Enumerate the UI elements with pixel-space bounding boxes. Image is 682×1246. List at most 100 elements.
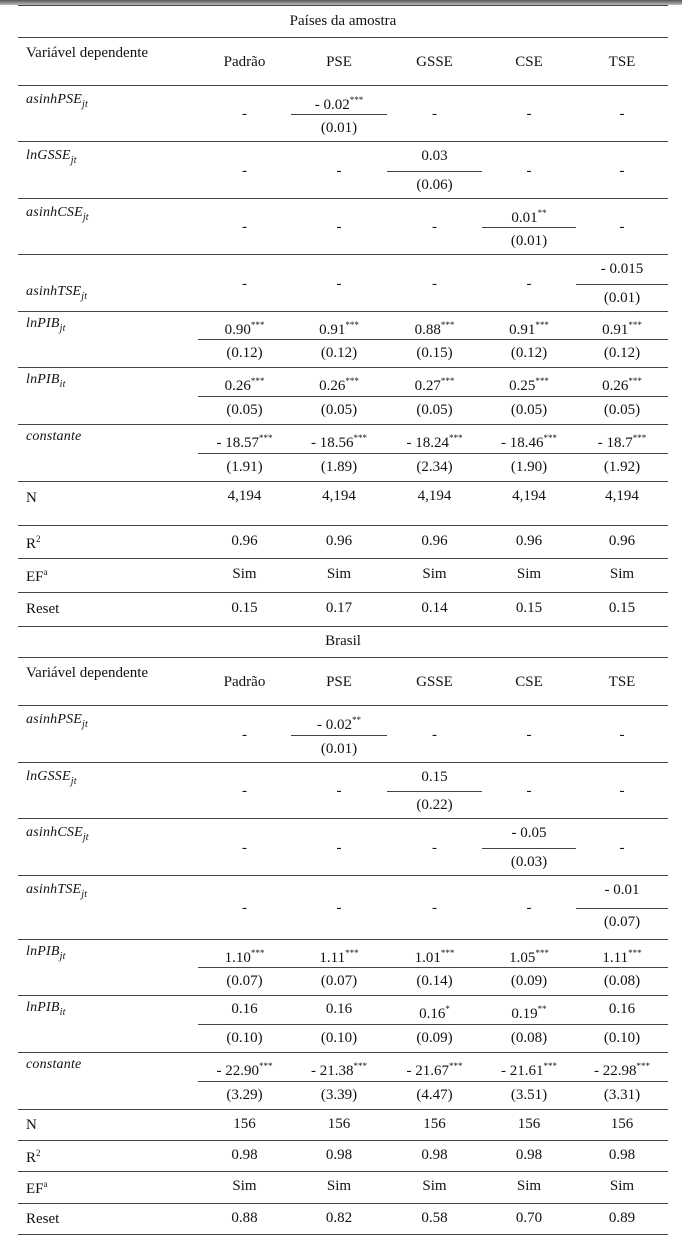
statistic-value: Sim xyxy=(291,1174,387,1198)
statistic-value: Sim xyxy=(291,562,387,586)
standard-error-value: (0.14) xyxy=(416,973,453,989)
standard-error: (0.14) xyxy=(387,969,482,993)
empty-dash-value: - xyxy=(432,219,437,235)
empty-dash-value: - xyxy=(526,900,532,916)
statistic-name: N xyxy=(26,1116,37,1133)
standard-error: (0.12) xyxy=(198,341,291,365)
variable-name: asinhPSE xyxy=(26,712,83,727)
significance-stars: *** xyxy=(349,95,364,105)
significance-stars: *** xyxy=(345,376,359,386)
standard-error: (0.07) xyxy=(198,969,291,993)
variable-name: lnGSSE xyxy=(26,148,71,163)
variable-label: lnGSSEjt xyxy=(26,148,77,166)
statistic-value-value: 4,194 xyxy=(605,488,639,504)
coefficient-divider xyxy=(576,908,668,909)
significance-stars: *** xyxy=(449,433,463,443)
empty-dash-value: - xyxy=(619,839,625,856)
statistic-value-value: 0.15 xyxy=(515,600,543,616)
empty-dash: - xyxy=(387,102,482,126)
standard-error: (0.15) xyxy=(387,341,482,365)
coefficient: 1.05*** xyxy=(482,941,576,966)
coefficient-row: lnPIBit 0.16 (0.10) 0.16 (0.10) 0.16* (0.09) 0.… xyxy=(18,996,668,1053)
variable-subscript: jt xyxy=(82,98,89,110)
empty-dash-value: - xyxy=(242,219,247,235)
statistic-row: R2 0.98 0.98 0.98 0.98 0.98 xyxy=(18,1141,668,1172)
empty-dash-value: - xyxy=(432,839,437,856)
variable-label: lnPIBit xyxy=(26,1000,66,1018)
coefficient: 0.90*** xyxy=(198,313,291,338)
statistic-name: R xyxy=(26,535,37,552)
coefficient-value: - 22.98 xyxy=(594,1063,637,1079)
panel-title: Brasil xyxy=(325,633,361,649)
standard-error-value: (1.91) xyxy=(226,458,263,475)
standard-error-value: (0.10) xyxy=(603,1029,641,1046)
column-header-value: GSSE xyxy=(416,54,453,70)
statistic-value-value: 4,194 xyxy=(322,488,356,504)
statistic-value: Sim xyxy=(387,1174,482,1198)
standard-error: (0.09) xyxy=(482,969,576,993)
empty-dash-value: - xyxy=(526,106,532,122)
empty-dash: - xyxy=(291,896,387,920)
significance-stars: * xyxy=(445,1004,450,1014)
empty-dash: - xyxy=(576,159,668,183)
coefficient: 0.03 xyxy=(387,144,482,168)
statistic-value: 0.96 xyxy=(387,529,482,553)
coefficient-row: lnPIBjt 1.10*** (0.07) 1.11*** (0.07) 1.01***… xyxy=(18,940,668,996)
statistic-label: N xyxy=(26,1117,37,1134)
empty-dash-value: - xyxy=(619,726,625,743)
empty-dash: - xyxy=(291,272,387,296)
coefficient: 0.26*** xyxy=(198,369,291,394)
statistic-value-value: 156 xyxy=(327,1115,351,1132)
coefficient-value: - 18.46 xyxy=(501,435,544,451)
variable-name: asinhCSE xyxy=(26,825,83,840)
variable-subscript: jt xyxy=(82,211,89,223)
coefficient-value: 0.88 xyxy=(414,322,441,338)
statistic-value: 156 xyxy=(576,1112,668,1136)
statistic-superscript: a xyxy=(43,567,48,577)
coefficient: 0.16 xyxy=(576,997,668,1021)
coefficient: - 22.90*** xyxy=(198,1054,291,1079)
variable-label: constante xyxy=(26,1057,81,1073)
variable-subscript: jt xyxy=(81,888,88,900)
statistic-value-value: 0.14 xyxy=(421,600,448,616)
coefficient-value: 1.11 xyxy=(319,950,346,966)
column-header-value: Padrão xyxy=(223,54,266,70)
significance-stars: *** xyxy=(440,948,455,958)
empty-dash: - xyxy=(198,272,291,296)
coefficient-value: - 0.02 xyxy=(314,97,350,113)
empty-dash: - xyxy=(482,723,576,747)
coefficient-divider xyxy=(198,339,668,340)
standard-error-value: (0.12) xyxy=(226,345,263,361)
empty-dash-value: - xyxy=(336,783,342,799)
coefficient: 0.15 xyxy=(387,765,482,789)
empty-dash-value: - xyxy=(526,162,532,179)
standard-error: (0.09) xyxy=(387,1026,482,1050)
statistic-value-value: Sim xyxy=(609,1178,635,1194)
variable-row: lnGSSEjt - - 0.03 (0.06) - - xyxy=(18,142,668,199)
empty-dash: - xyxy=(291,836,387,860)
empty-dash: - xyxy=(482,779,576,803)
standard-error: (0.05) xyxy=(198,398,291,422)
statistic-superscript: a xyxy=(43,1179,48,1189)
standard-error-value: (0.06) xyxy=(416,176,453,193)
standard-error: (0.01) xyxy=(291,737,387,761)
statistic-value-value: 0.58 xyxy=(421,1209,448,1226)
significance-stars: *** xyxy=(449,1061,463,1071)
standard-error: (0.08) xyxy=(482,1026,576,1050)
variable-row: lnGSSEjt - - 0.15 (0.22) - - xyxy=(18,763,668,819)
coefficient: 0.25*** xyxy=(482,369,576,394)
standard-error: (0.08) xyxy=(576,969,668,993)
coefficient: - 0.05 xyxy=(482,821,576,845)
coefficient: - 0.02*** xyxy=(291,88,387,113)
panel-title-row: Países da amostra xyxy=(18,6,668,38)
coefficient-value: 0.91 xyxy=(509,322,536,338)
empty-dash: - xyxy=(198,779,291,803)
significance-stars: *** xyxy=(250,948,265,958)
statistic-label: N xyxy=(26,490,37,507)
coefficient: 1.11*** xyxy=(576,941,668,966)
empty-dash: - xyxy=(291,779,387,803)
standard-error-value: (0.12) xyxy=(320,345,358,361)
empty-dash-value: - xyxy=(242,106,247,122)
significance-stars: ** xyxy=(537,208,547,218)
statistic-label: Reset xyxy=(26,1211,59,1228)
